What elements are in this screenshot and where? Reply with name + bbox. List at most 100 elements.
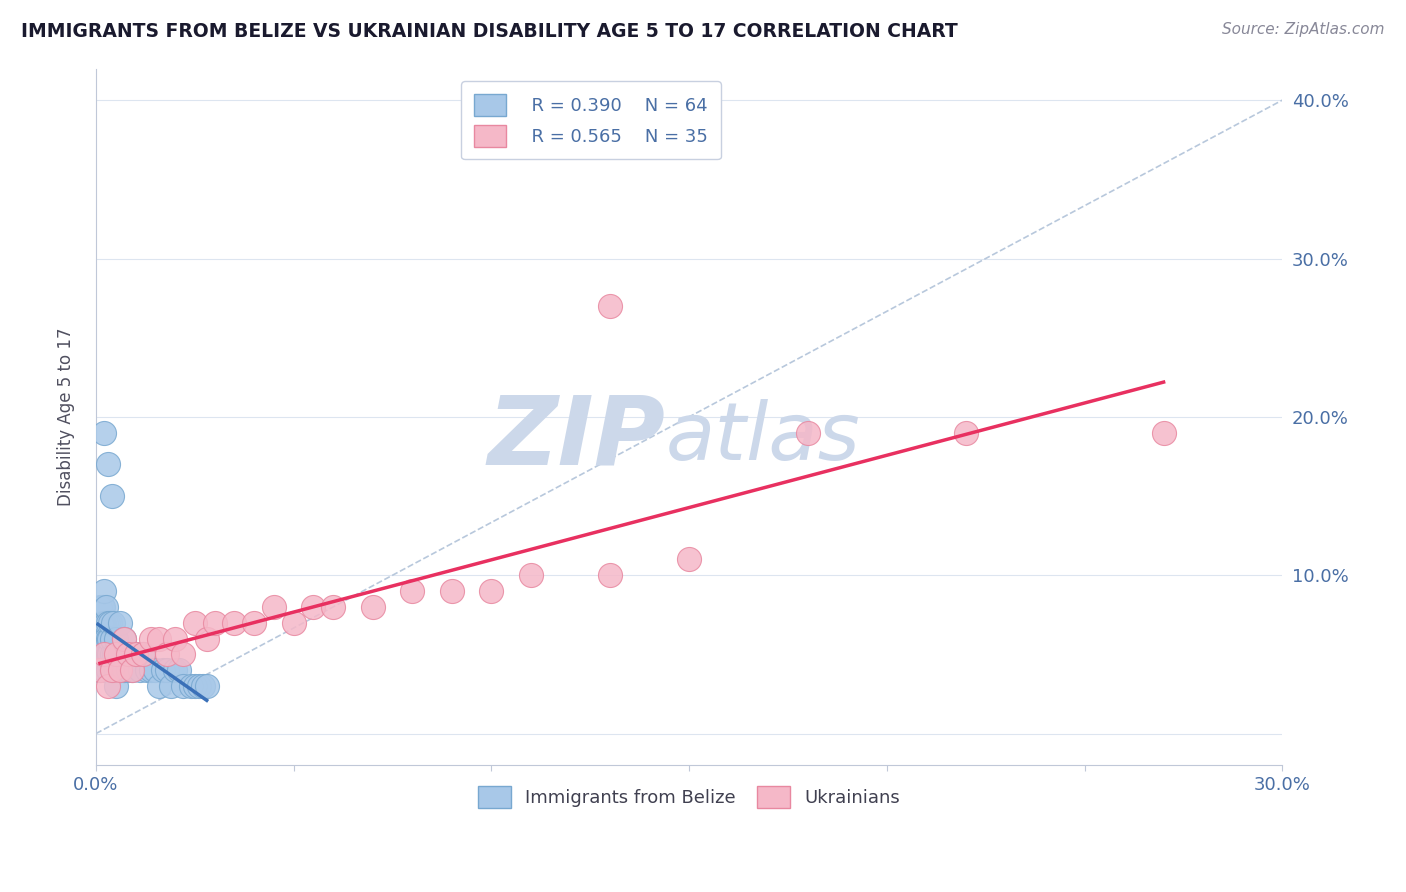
- Point: [104, 679, 127, 693]
- Point: [101, 632, 124, 646]
- Point: [90, 615, 112, 630]
- Point: [121, 663, 143, 677]
- Point: [121, 663, 143, 677]
- Point: [108, 648, 131, 662]
- Point: [98, 615, 121, 630]
- Point: [678, 552, 700, 566]
- Point: [98, 632, 121, 646]
- Point: [143, 663, 166, 677]
- Text: ZIP: ZIP: [488, 392, 665, 484]
- Point: [97, 458, 120, 472]
- Point: [520, 568, 543, 582]
- Point: [91, 599, 114, 614]
- Point: [165, 663, 187, 677]
- Point: [128, 663, 150, 677]
- Point: [101, 489, 124, 503]
- Point: [91, 615, 114, 630]
- Point: [302, 599, 325, 614]
- Point: [440, 584, 463, 599]
- Point: [87, 648, 110, 662]
- Point: [172, 679, 194, 693]
- Point: [108, 663, 131, 677]
- Point: [599, 568, 621, 582]
- Point: [103, 648, 125, 662]
- Point: [97, 663, 120, 677]
- Point: [94, 615, 117, 630]
- Point: [101, 663, 124, 677]
- Point: [112, 632, 135, 646]
- Point: [180, 679, 202, 693]
- Point: [184, 679, 207, 693]
- Point: [93, 663, 115, 677]
- Point: [187, 679, 209, 693]
- Point: [132, 648, 155, 662]
- Point: [112, 632, 135, 646]
- Point: [148, 679, 170, 693]
- Point: [224, 615, 246, 630]
- Point: [1153, 425, 1175, 440]
- Point: [108, 615, 131, 630]
- Point: [124, 648, 146, 662]
- Point: [93, 648, 115, 662]
- Point: [96, 599, 118, 614]
- Text: atlas: atlas: [665, 399, 860, 476]
- Point: [136, 663, 159, 677]
- Point: [141, 632, 163, 646]
- Point: [322, 599, 344, 614]
- Point: [117, 648, 139, 662]
- Point: [90, 615, 112, 630]
- Point: [97, 648, 120, 662]
- Text: Source: ZipAtlas.com: Source: ZipAtlas.com: [1222, 22, 1385, 37]
- Point: [94, 632, 117, 646]
- Point: [156, 663, 179, 677]
- Point: [104, 632, 127, 646]
- Point: [165, 632, 187, 646]
- Point: [361, 599, 384, 614]
- Point: [89, 663, 111, 677]
- Point: [93, 584, 115, 599]
- Point: [101, 663, 124, 677]
- Point: [152, 663, 174, 677]
- Point: [101, 615, 124, 630]
- Point: [97, 648, 120, 662]
- Point: [104, 663, 127, 677]
- Point: [148, 632, 170, 646]
- Point: [97, 632, 120, 646]
- Point: [160, 679, 183, 693]
- Point: [90, 632, 112, 646]
- Point: [112, 663, 135, 677]
- Point: [117, 648, 139, 662]
- Point: [172, 648, 194, 662]
- Point: [243, 615, 266, 630]
- Point: [93, 648, 115, 662]
- Point: [89, 632, 111, 646]
- Point: [195, 632, 218, 646]
- Legend: Immigrants from Belize, Ukrainians: Immigrants from Belize, Ukrainians: [471, 779, 907, 815]
- Point: [93, 615, 115, 630]
- Point: [94, 648, 117, 662]
- Point: [90, 648, 112, 662]
- Point: [93, 425, 115, 440]
- Point: [108, 663, 131, 677]
- Text: IMMIGRANTS FROM BELIZE VS UKRAINIAN DISABILITY AGE 5 TO 17 CORRELATION CHART: IMMIGRANTS FROM BELIZE VS UKRAINIAN DISA…: [21, 22, 957, 41]
- Point: [97, 615, 120, 630]
- Point: [101, 648, 124, 662]
- Point: [91, 632, 114, 646]
- Point: [184, 615, 207, 630]
- Point: [167, 663, 190, 677]
- Point: [141, 663, 163, 677]
- Point: [156, 648, 179, 662]
- Point: [191, 679, 214, 693]
- Point: [91, 599, 114, 614]
- Point: [132, 648, 155, 662]
- Point: [796, 425, 818, 440]
- Point: [104, 648, 127, 662]
- Point: [93, 632, 115, 646]
- Y-axis label: Disability Age 5 to 17: Disability Age 5 to 17: [58, 327, 75, 506]
- Point: [283, 615, 305, 630]
- Point: [195, 679, 218, 693]
- Point: [955, 425, 977, 440]
- Point: [124, 648, 146, 662]
- Point: [204, 615, 226, 630]
- Point: [599, 299, 621, 313]
